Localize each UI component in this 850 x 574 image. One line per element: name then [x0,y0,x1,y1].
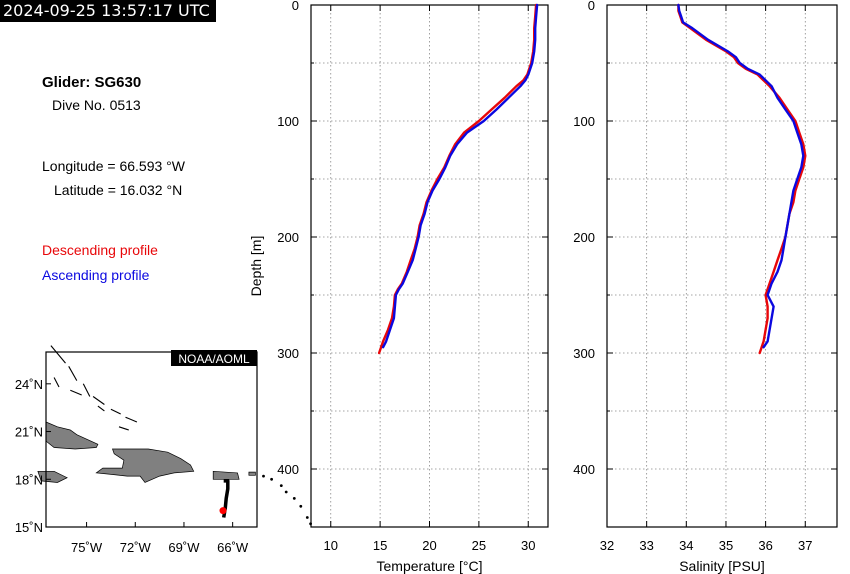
bahamas-island [50,345,66,364]
x-tick-label: 37 [798,538,812,553]
map-credit: NOAA/AOML [178,352,250,366]
y-tick-label: 100 [277,114,299,129]
y-tick-label: 300 [277,346,299,361]
virgin-islands [248,471,256,476]
hispaniola-island [95,448,195,483]
bahamas-island [97,405,105,412]
ascending-profile-line [381,3,539,349]
descending-profile-line [377,3,538,355]
map-lat-label: 18˚N [15,472,43,487]
plot-frame [606,4,838,528]
salinity-chart: 32 33 34 35 36 37 0 100 200 300 400 Salinity [PSU] [573,0,838,574]
x-tick-label: 15 [373,538,387,553]
bahamas-island [92,396,105,405]
x-tick-label: 20 [422,538,436,553]
y-tick-label: 200 [573,230,595,245]
cuba-island [45,421,99,450]
antilles-island [262,474,265,478]
timestamp: 2024-09-25 13:57:17 UTC [0,0,216,22]
longitude-readout: Longitude = 66.593 °W [42,158,185,174]
x-tick-label: 30 [521,538,535,553]
y-tick-label: 400 [573,462,595,477]
map-lon-label: 66˚W [217,540,249,555]
bahamas-island [125,416,138,423]
map-lon-label: 75˚W [71,540,103,555]
x-tick-label: 10 [324,538,338,553]
bahamas-island [68,366,78,381]
y-tick-label: 200 [277,230,299,245]
legend-descending: Descending profile [42,242,158,258]
bahamas-island [70,389,82,396]
map-lon-label: 72˚W [120,540,152,555]
y-tick-label: 400 [277,462,299,477]
y-tick-label: 100 [573,114,595,129]
puerto-rico-island [212,470,240,480]
x-tick-label: 35 [719,538,733,553]
antilles-island [284,490,288,494]
descending-profile-line [677,3,807,355]
map-lat-label: 15˚N [15,520,43,535]
legend-ascending: Ascending profile [42,267,150,283]
map-frame [45,351,258,528]
antilles-island [279,484,283,487]
map-credit-box [171,350,257,366]
map-lon-label: 69˚W [168,540,200,555]
map-lat-label: 21˚N [15,425,43,440]
bahamas-island [82,383,91,397]
antilles-island [270,477,273,481]
location-map: NOAA/AOML 24˚N 21˚N 18˚N 15˚N 75˚W 72˚W 69˚W 66˚… [15,345,312,555]
dive-number: Dive No. 0513 [52,97,141,113]
x-tick-label: 32 [600,538,614,553]
x-tick-label: 33 [639,538,653,553]
bahamas-island [118,426,129,431]
map-lat-label: 24˚N [15,377,43,392]
bahamas-island [53,377,60,388]
antilles-island [305,516,309,519]
y-tick-label: 0 [588,0,595,13]
x-axis-label: Salinity [PSU] [679,558,765,574]
bahamas-island [110,408,121,415]
y-tick-label: 0 [292,0,299,13]
antilles-island [292,497,296,500]
x-tick-label: 25 [472,538,486,553]
glider-name: Glider: SG630 [42,74,142,91]
ascending-profile-line [677,3,805,349]
latitude-readout: Latitude = 16.032 °N [54,182,183,198]
y-axis-label: Depth [m] [248,236,264,297]
antilles-island [299,504,303,508]
x-tick-label: 36 [758,538,772,553]
y-tick-label: 300 [573,346,595,361]
jamaica-island [37,470,68,483]
x-tick-label: 34 [679,538,693,553]
glider-position-marker [219,507,227,515]
x-axis-label: Temperature [°C] [377,558,483,574]
